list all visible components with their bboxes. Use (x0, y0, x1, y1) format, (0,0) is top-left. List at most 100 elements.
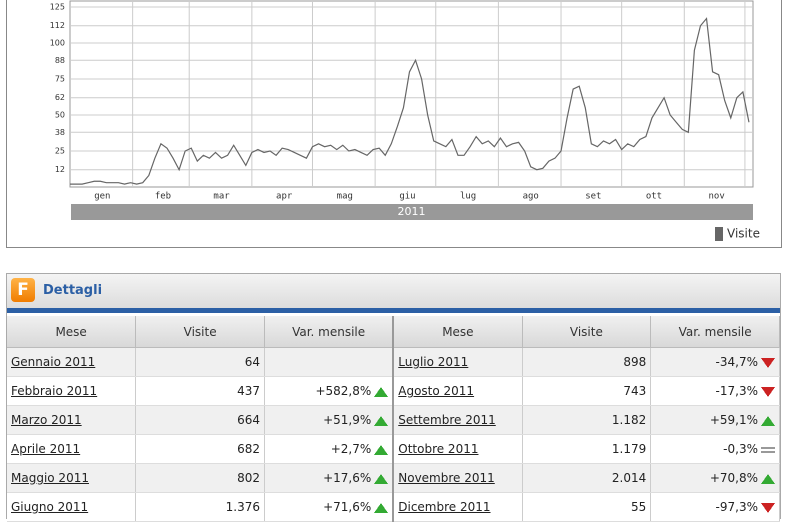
y-tick-label: 125 (50, 3, 65, 12)
chart-box (6, 0, 782, 248)
column-header: Mese (7, 316, 137, 348)
monthly-change: -0,3% (650, 434, 780, 464)
visits: 437 (135, 376, 265, 406)
table-row: Gennaio 2011 64 Luglio 2011 898 -34,7% (7, 347, 780, 377)
month-link[interactable]: Marzo 2011 (7, 405, 137, 435)
x-tick-label: mar (213, 192, 230, 202)
trend-icon (761, 386, 775, 397)
year-label: 2011 (398, 205, 426, 218)
column-header: Visite (522, 316, 652, 348)
trend-icon (374, 415, 389, 426)
table-body: Gennaio 2011 64 Luglio 2011 898 -34,7% Febbra… (7, 347, 780, 522)
table-row: Marzo 2011 664 +51,9% Settembre 2011 1.182 +5… (7, 405, 780, 435)
trend-icon (374, 502, 389, 513)
trend-icon (374, 473, 389, 484)
monthly-change (264, 347, 395, 377)
y-tick-label: 12 (55, 165, 65, 174)
month-link[interactable]: Agosto 2011 (393, 376, 523, 406)
details-table: Mese Visite Var. mensile Mese Visite Var. men… (7, 316, 780, 522)
month-link[interactable]: Maggio 2011 (7, 463, 137, 493)
monthly-change: +71,6% (264, 492, 395, 522)
change-value: +71,6% (323, 500, 372, 514)
change-value: +2,7% (330, 442, 372, 456)
monthly-change: +51,9% (264, 405, 395, 435)
table-row: Maggio 2011 802 +17,6% Novembre 2011 2.014 +7… (7, 463, 780, 493)
chart: 12 25 38 50 62 75 88 100 112 125 gen feb mar apr mag gi… (50, 0, 760, 241)
trend-icon (761, 502, 775, 513)
x-tick-label: set (585, 192, 601, 202)
y-tick-label: 38 (55, 128, 65, 137)
x-tick-label: gen (94, 192, 110, 202)
change-value: +17,6% (323, 471, 372, 485)
y-tick-label: 25 (55, 147, 65, 156)
month-link[interactable]: Febbraio 2011 (7, 376, 137, 406)
monthly-change: +59,1% (650, 405, 780, 435)
trend-icon (374, 386, 389, 397)
month-link[interactable]: Gennaio 2011 (7, 347, 137, 377)
y-tick-label: 50 (55, 111, 65, 120)
column-header: Var. mensile (264, 316, 395, 348)
x-tick-label: feb (155, 192, 171, 202)
y-tick-label: 100 (50, 39, 65, 48)
trend-icon (761, 357, 775, 368)
visits: 664 (135, 405, 265, 435)
month-link[interactable]: Luglio 2011 (393, 347, 523, 377)
monthly-change: +2,7% (264, 434, 395, 464)
year-bar (71, 204, 753, 220)
visits: 55 (522, 492, 652, 522)
visits: 682 (135, 434, 265, 464)
x-tick-label: apr (276, 192, 293, 202)
y-tick-label: 62 (55, 93, 65, 102)
month-link[interactable]: Settembre 2011 (393, 405, 523, 435)
change-value: -97,3% (715, 500, 758, 514)
panel-header: F Dettagli (7, 274, 780, 313)
y-tick-label: 88 (55, 56, 65, 65)
x-tick-label: mag (337, 192, 353, 202)
monthly-change: -17,3% (650, 376, 780, 406)
x-tick-label: lug (460, 192, 476, 202)
change-value: +582,8% (315, 384, 372, 398)
month-link[interactable]: Novembre 2011 (393, 463, 523, 493)
column-header: Var. mensile (650, 316, 780, 348)
visits: 1.179 (522, 434, 652, 464)
change-value: -34,7% (715, 355, 758, 369)
table-row: Febbraio 2011 437 +582,8% Agosto 2011 743 -17… (7, 376, 780, 406)
visits: 1.376 (135, 492, 265, 522)
visits: 64 (135, 347, 265, 377)
monthly-change: +582,8% (264, 376, 395, 406)
table-row: Giugno 2011 1.376 +71,6% Dicembre 2011 55 -97… (7, 492, 780, 522)
column-header: Mese (393, 316, 523, 348)
change-value: +51,9% (323, 413, 372, 427)
month-link[interactable]: Ottobre 2011 (393, 434, 523, 464)
legend-label: Visite (727, 227, 760, 241)
trend-icon (761, 446, 775, 453)
details-panel: F Dettagli Mese Visite Var. mensile Mese Vis… (6, 273, 781, 522)
visits: 802 (135, 463, 265, 493)
monthly-change: -97,3% (650, 492, 780, 522)
x-tick-label: nov (708, 192, 724, 202)
trend-icon (374, 444, 389, 455)
x-tick-label: giu (399, 192, 415, 202)
month-link[interactable]: Dicembre 2011 (393, 492, 523, 522)
change-value: -0,3% (723, 442, 758, 456)
visits: 1.182 (522, 405, 652, 435)
table-row: Aprile 2011 682 +2,7% Ottobre 2011 1.179 -0,3… (7, 434, 780, 464)
column-header: Visite (135, 316, 265, 348)
legend-swatch (715, 227, 723, 241)
header-row: Mese Visite Var. mensile Mese Visite Var. men… (7, 316, 780, 348)
visits: 2.014 (522, 463, 652, 493)
panel-title: Dettagli (43, 283, 103, 298)
visits: 898 (522, 347, 652, 377)
monthly-change: +17,6% (264, 463, 395, 493)
data-line (70, 17, 750, 185)
monthly-change: +70,8% (650, 463, 780, 493)
month-link[interactable]: Giugno 2011 (7, 492, 137, 522)
visits: 743 (522, 376, 652, 406)
month-link[interactable]: Aprile 2011 (7, 434, 137, 464)
change-value: -17,3% (715, 384, 758, 398)
panel-icon: F (11, 278, 35, 302)
trend-icon (761, 473, 775, 484)
y-tick-label: 75 (55, 75, 65, 84)
plot-area (69, 0, 754, 188)
